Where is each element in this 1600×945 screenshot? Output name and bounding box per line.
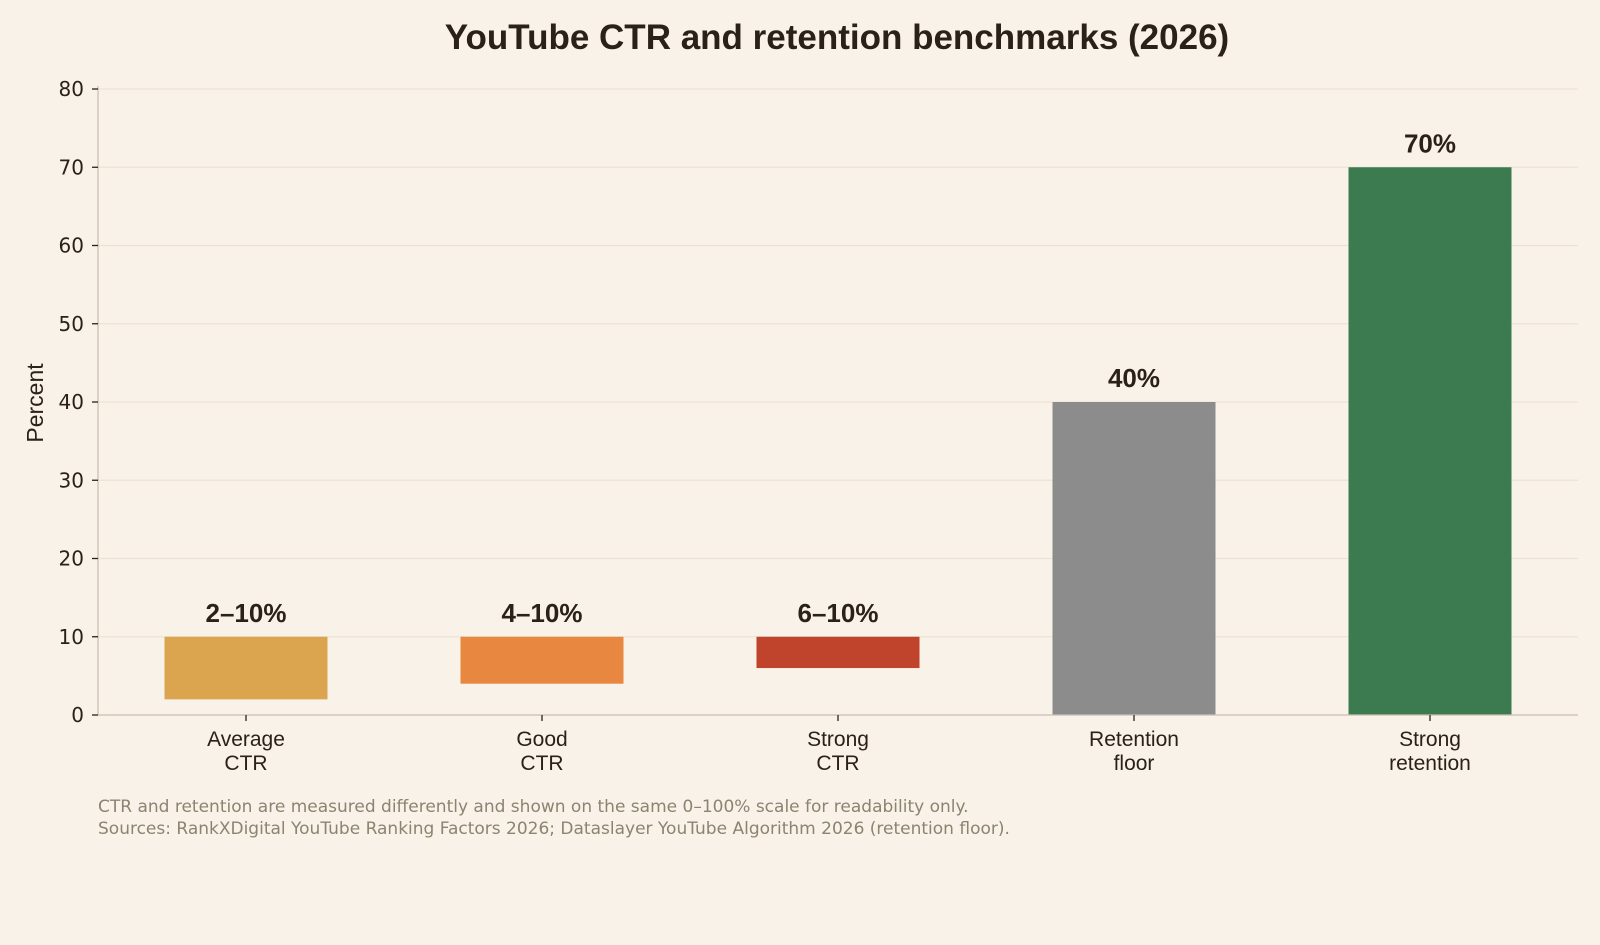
gridlines: [98, 88, 1578, 638]
footnote-scale: CTR and retention are measured different…: [98, 797, 969, 817]
x-tick-label: CTR: [816, 752, 859, 775]
y-tick-label: 50: [59, 312, 84, 336]
bar: [1348, 167, 1512, 715]
bar: [164, 636, 328, 700]
footnote-sources: Sources: RankXDigital YouTube Ranking Fa…: [98, 819, 1010, 839]
y-axis-ticks: 0 10 20 30 40 50 60 70 80: [59, 77, 98, 727]
x-tick-label: CTR: [224, 752, 267, 775]
y-axis-label: Percent: [22, 363, 48, 443]
bar: [460, 636, 624, 684]
bar-value-label: 6–10%: [798, 598, 879, 628]
y-tick-label: 10: [59, 625, 84, 649]
y-tick-label: 80: [59, 77, 84, 101]
bar: [1052, 402, 1216, 715]
y-tick-label: 40: [59, 390, 84, 414]
x-tick-label: floor: [1114, 752, 1155, 775]
x-axis-ticks: AverageCTRGoodCTRStrongCTRRetentionfloor…: [207, 715, 1471, 775]
x-tick-label: Average: [207, 728, 285, 751]
y-tick-label: 70: [59, 155, 84, 179]
x-tick-label: retention: [1389, 752, 1471, 775]
bar-value-label: 2–10%: [206, 598, 287, 628]
bars: [164, 167, 1512, 715]
y-tick-label: 0: [71, 703, 84, 727]
bar-value-label: 70%: [1404, 128, 1456, 158]
y-tick-label: 60: [59, 234, 84, 258]
y-tick-label: 20: [59, 547, 84, 571]
x-tick-label: Strong: [1399, 728, 1461, 751]
bar-value-label: 4–10%: [502, 598, 583, 628]
chart-title: YouTube CTR and retention benchmarks (20…: [445, 18, 1229, 57]
bar-value-labels: 2–10% 4–10% 6–10% 40% 70%: [206, 128, 1457, 628]
bar-value-label: 40%: [1108, 363, 1160, 393]
x-tick-label: CTR: [520, 752, 563, 775]
bar: [756, 636, 920, 669]
x-tick-label: Strong: [807, 728, 869, 751]
y-tick-label: 30: [59, 468, 84, 492]
x-tick-label: Retention: [1089, 728, 1179, 751]
x-tick-label: Good: [516, 728, 567, 751]
